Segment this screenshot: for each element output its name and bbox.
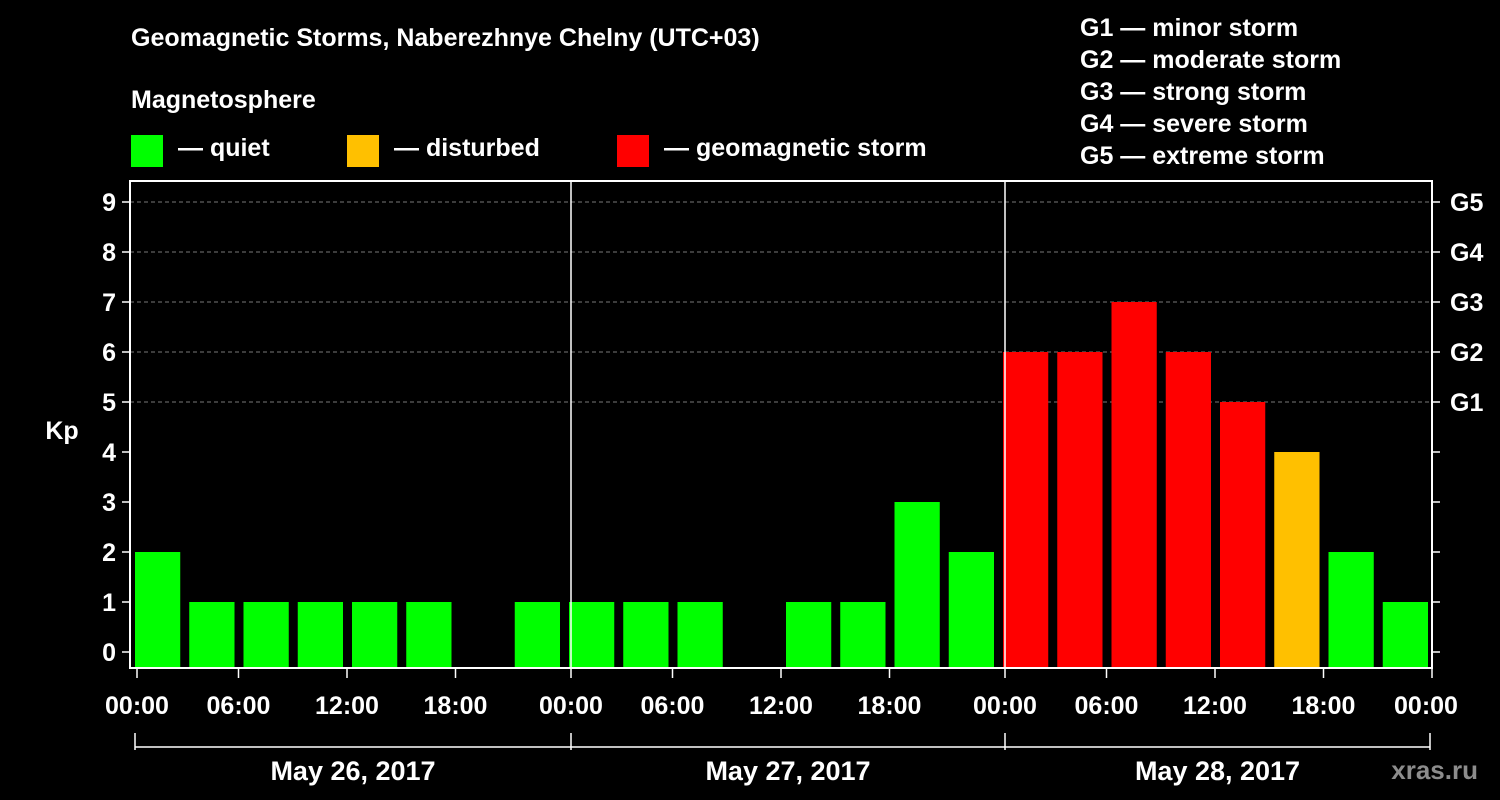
g-level-label-g4: G4 <box>1450 239 1483 267</box>
xtick-label-4: 00:00 <box>539 692 603 720</box>
kp-bar-1 <box>189 602 235 668</box>
legend-storm-label: — geomagnetic storm <box>664 134 927 162</box>
storm-scale-g3: G3 — strong storm <box>1080 78 1307 106</box>
xtick-label-3: 18:00 <box>424 692 488 720</box>
xtick-label-5: 06:00 <box>641 692 705 720</box>
day-label-1: May 27, 2017 <box>705 756 870 786</box>
g-level-label-g5: G5 <box>1450 189 1483 217</box>
xtick-label-end: 00:00 <box>1394 692 1458 720</box>
xtick-label-8: 00:00 <box>973 692 1037 720</box>
legend-storm-swatch <box>617 135 649 167</box>
storm-scale-g2: G2 — moderate storm <box>1080 46 1342 74</box>
day-label-0: May 26, 2017 <box>270 756 435 786</box>
xtick-label-0: 00:00 <box>105 692 169 720</box>
kp-bar-8 <box>569 602 615 668</box>
g-level-label-g1: G1 <box>1450 389 1483 417</box>
chart-title: Geomagnetic Storms, Naberezhnye Chelny (… <box>131 24 760 52</box>
kp-bar-14 <box>894 502 940 668</box>
xtick-label-6: 12:00 <box>749 692 813 720</box>
ytick-label-2: 2 <box>102 539 116 567</box>
kp-bar-9 <box>623 602 669 668</box>
legend-quiet-label: — quiet <box>178 134 270 162</box>
kp-bar-17 <box>1057 352 1103 668</box>
kp-bar-4 <box>352 602 398 668</box>
storm-scale-g5: G5 — extreme storm <box>1080 142 1325 170</box>
kp-bar-12 <box>786 602 832 668</box>
kp-bar-23 <box>1382 602 1428 668</box>
g-level-label-g2: G2 <box>1450 339 1483 367</box>
kp-bar-16 <box>1003 352 1049 668</box>
kp-bar-18 <box>1111 302 1157 668</box>
kp-bar-5 <box>406 602 452 668</box>
legend-disturbed-swatch <box>347 135 379 167</box>
ytick-label-5: 5 <box>102 389 116 417</box>
day-label-2: May 28, 2017 <box>1135 756 1300 786</box>
kp-bar-3 <box>297 602 343 668</box>
ytick-label-1: 1 <box>102 589 116 617</box>
ytick-label-8: 8 <box>102 239 116 267</box>
xtick-label-9: 06:00 <box>1075 692 1139 720</box>
g-level-label-g3: G3 <box>1450 289 1483 317</box>
ytick-label-6: 6 <box>102 339 116 367</box>
kp-bar-20 <box>1220 402 1266 668</box>
kp-bar-2 <box>243 602 289 668</box>
kp-bar-15 <box>948 552 994 668</box>
storm-scale-g1: G1 — minor storm <box>1080 14 1299 42</box>
legend-quiet-swatch <box>131 135 163 167</box>
y-axis-label: Kp <box>45 417 78 445</box>
kp-bar-13 <box>840 602 886 668</box>
xtick-label-1: 06:00 <box>207 692 271 720</box>
ytick-label-9: 9 <box>102 189 116 217</box>
ytick-label-3: 3 <box>102 489 116 517</box>
storm-scale-g4: G4 — severe storm <box>1080 110 1308 138</box>
legend-disturbed-label: — disturbed <box>394 134 540 162</box>
xtick-label-2: 12:00 <box>315 692 379 720</box>
kp-bar-7 <box>514 602 560 668</box>
kp-bar-22 <box>1328 552 1374 668</box>
kp-bar-10 <box>677 602 723 668</box>
kp-bar-19 <box>1165 352 1211 668</box>
watermark: xras.ru <box>1391 755 1478 785</box>
kp-bar-21 <box>1274 452 1320 668</box>
xtick-label-10: 12:00 <box>1183 692 1247 720</box>
kp-bar-0 <box>135 552 181 668</box>
ytick-label-4: 4 <box>102 439 116 467</box>
magnetosphere-label: Magnetosphere <box>131 86 316 114</box>
xtick-label-11: 18:00 <box>1292 692 1356 720</box>
xtick-label-7: 18:00 <box>858 692 922 720</box>
ytick-label-0: 0 <box>102 639 116 667</box>
ytick-label-7: 7 <box>102 289 116 317</box>
